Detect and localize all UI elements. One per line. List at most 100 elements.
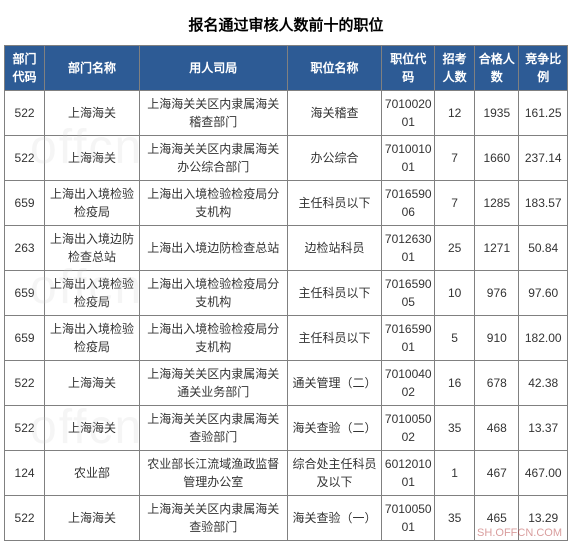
cell-bureau: 上海出入境检验检疫局分支机构 <box>139 181 287 226</box>
cell-pass: 910 <box>475 316 519 361</box>
cell-position: 主任科员以下 <box>287 271 382 316</box>
table-row: 659上海出入境检验检疫局上海出入境检验检疫局分支机构主任科员以下7016590… <box>5 271 568 316</box>
cell-position: 通关管理（二） <box>287 361 382 406</box>
cell-ratio: 50.84 <box>519 226 568 271</box>
cell-dept_name: 上海海关 <box>45 136 140 181</box>
cell-ratio: 97.60 <box>519 271 568 316</box>
header-dept-name: 部门名称 <box>45 46 140 91</box>
cell-pass: 1285 <box>475 181 519 226</box>
table-row: 522上海海关上海海关关区内隶属海关通关业务部门通关管理（二）701004002… <box>5 361 568 406</box>
table-row: 522上海海关上海海关关区内隶属海关查验部门海关查验（二）70100500235… <box>5 406 568 451</box>
cell-recruit: 10 <box>435 271 475 316</box>
cell-dept_code: 522 <box>5 91 45 136</box>
cell-dept_name: 上海海关 <box>45 361 140 406</box>
header-bureau: 用人司局 <box>139 46 287 91</box>
cell-pass: 468 <box>475 406 519 451</box>
cell-bureau: 上海海关关区内隶属海关通关业务部门 <box>139 361 287 406</box>
header-dept-code: 部门代码 <box>5 46 45 91</box>
cell-pos_code: 701005002 <box>382 406 435 451</box>
cell-bureau: 上海海关关区内隶属海关查验部门 <box>139 406 287 451</box>
cell-dept_name: 上海出入境检验检疫局 <box>45 271 140 316</box>
cell-position: 主任科员以下 <box>287 181 382 226</box>
cell-dept_code: 659 <box>5 181 45 226</box>
cell-pos_code: 701659005 <box>382 271 435 316</box>
table-row: 124农业部农业部长江流域渔政监督管理办公室综合处主任科员及以下60120100… <box>5 451 568 496</box>
cell-ratio: 161.25 <box>519 91 568 136</box>
cell-ratio: 183.57 <box>519 181 568 226</box>
cell-recruit: 35 <box>435 496 475 541</box>
cell-pass: 1660 <box>475 136 519 181</box>
cell-dept_code: 263 <box>5 226 45 271</box>
cell-ratio: 237.14 <box>519 136 568 181</box>
cell-recruit: 1 <box>435 451 475 496</box>
cell-ratio: 42.38 <box>519 361 568 406</box>
table-row: 263上海出入境边防检查总站上海出入境边防检查总站边检站科员7012630012… <box>5 226 568 271</box>
cell-dept_code: 522 <box>5 136 45 181</box>
table-row: 522上海海关上海海关关区内隶属海关办公综合部门办公综合701001001716… <box>5 136 568 181</box>
footer-link: SH.OFFCN.COM <box>477 527 562 539</box>
cell-dept_name: 上海出入境检验检疫局 <box>45 181 140 226</box>
cell-position: 主任科员以下 <box>287 316 382 361</box>
cell-bureau: 上海海关关区内隶属海关查验部门 <box>139 496 287 541</box>
cell-pass: 1935 <box>475 91 519 136</box>
cell-recruit: 16 <box>435 361 475 406</box>
cell-recruit: 7 <box>435 181 475 226</box>
cell-recruit: 35 <box>435 406 475 451</box>
cell-position: 海关查验（二） <box>287 406 382 451</box>
cell-position: 海关查验（一） <box>287 496 382 541</box>
table-row: 522上海海关上海海关关区内隶属海关稽查部门海关稽查70100200112193… <box>5 91 568 136</box>
cell-bureau: 农业部长江流域渔政监督管理办公室 <box>139 451 287 496</box>
cell-pass: 678 <box>475 361 519 406</box>
cell-pos_code: 701001001 <box>382 136 435 181</box>
cell-pos_code: 701005001 <box>382 496 435 541</box>
cell-dept_name: 农业部 <box>45 451 140 496</box>
cell-ratio: 13.37 <box>519 406 568 451</box>
cell-position: 边检站科员 <box>287 226 382 271</box>
cell-pass: 976 <box>475 271 519 316</box>
cell-ratio: 182.00 <box>519 316 568 361</box>
cell-dept_name: 上海出入境检验检疫局 <box>45 316 140 361</box>
header-recruit: 招考人数 <box>435 46 475 91</box>
cell-pos_code: 701004002 <box>382 361 435 406</box>
cell-pos_code: 701002001 <box>382 91 435 136</box>
cell-pos_code: 701659001 <box>382 316 435 361</box>
header-pos-code: 职位代码 <box>382 46 435 91</box>
cell-bureau: 上海海关关区内隶属海关稽查部门 <box>139 91 287 136</box>
page-title: 报名通过审核人数前十的职位 <box>4 4 568 45</box>
table-header-row: 部门代码 部门名称 用人司局 职位名称 职位代码 招考人数 合格人数 竞争比例 <box>5 46 568 91</box>
cell-dept_name: 上海海关 <box>45 496 140 541</box>
cell-dept_code: 659 <box>5 271 45 316</box>
cell-dept_code: 124 <box>5 451 45 496</box>
cell-pos_code: 701659006 <box>382 181 435 226</box>
header-position: 职位名称 <box>287 46 382 91</box>
table-container: 报名通过审核人数前十的职位 offcn offcn offcn 部门代码 部门名… <box>0 0 572 545</box>
table-row: 659上海出入境检验检疫局上海出入境检验检疫局分支机构主任科员以下7016590… <box>5 181 568 226</box>
cell-position: 综合处主任科员及以下 <box>287 451 382 496</box>
cell-pass: 467 <box>475 451 519 496</box>
cell-dept_code: 522 <box>5 361 45 406</box>
cell-pos_code: 601201001 <box>382 451 435 496</box>
cell-dept_name: 上海出入境边防检查总站 <box>45 226 140 271</box>
cell-bureau: 上海海关关区内隶属海关办公综合部门 <box>139 136 287 181</box>
cell-pass: 1271 <box>475 226 519 271</box>
cell-bureau: 上海出入境检验检疫局分支机构 <box>139 316 287 361</box>
cell-bureau: 上海出入境检验检疫局分支机构 <box>139 271 287 316</box>
cell-recruit: 7 <box>435 136 475 181</box>
cell-ratio: 467.00 <box>519 451 568 496</box>
cell-recruit: 5 <box>435 316 475 361</box>
header-pass: 合格人数 <box>475 46 519 91</box>
cell-dept_code: 659 <box>5 316 45 361</box>
cell-recruit: 25 <box>435 226 475 271</box>
cell-position: 海关稽查 <box>287 91 382 136</box>
cell-dept_code: 522 <box>5 406 45 451</box>
header-ratio: 竞争比例 <box>519 46 568 91</box>
table-row: 659上海出入境检验检疫局上海出入境检验检疫局分支机构主任科员以下7016590… <box>5 316 568 361</box>
cell-pos_code: 701263001 <box>382 226 435 271</box>
cell-dept_code: 522 <box>5 496 45 541</box>
cell-bureau: 上海出入境边防检查总站 <box>139 226 287 271</box>
data-table: 部门代码 部门名称 用人司局 职位名称 职位代码 招考人数 合格人数 竞争比例 … <box>4 45 568 541</box>
cell-recruit: 12 <box>435 91 475 136</box>
cell-dept_name: 上海海关 <box>45 406 140 451</box>
cell-position: 办公综合 <box>287 136 382 181</box>
cell-dept_name: 上海海关 <box>45 91 140 136</box>
